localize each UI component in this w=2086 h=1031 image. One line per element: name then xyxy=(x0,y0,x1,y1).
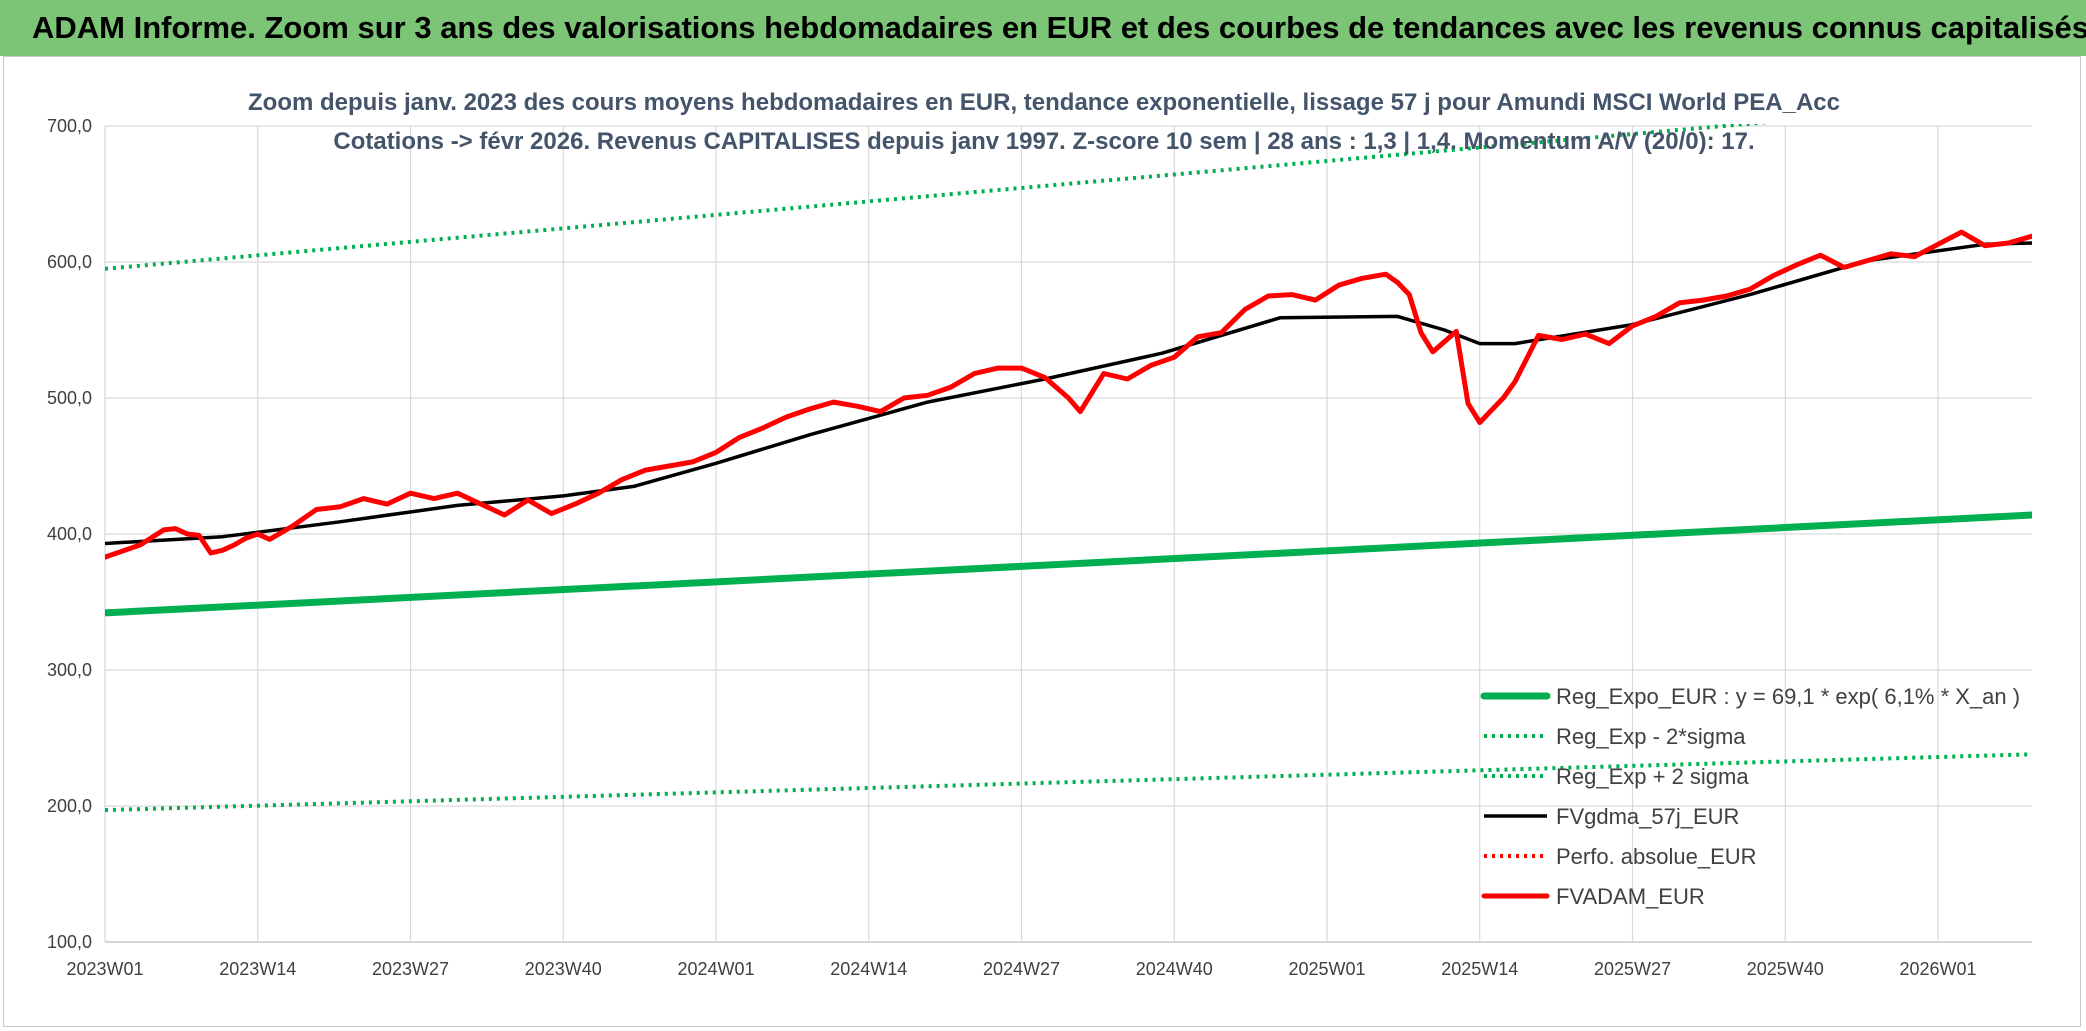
chart-frame: 100,0 200,0 300,0 400,0 500,0 600,0 700,0 2023… xyxy=(3,56,2081,1027)
series-line-fvgdma-57j-eur xyxy=(105,241,2032,546)
report-banner: ADAM Informe. Zoom sur 3 ans des valoris… xyxy=(0,0,2086,56)
y-tick-label: 500,0 xyxy=(47,388,92,408)
legend-label: Reg_Exp - 2*sigma xyxy=(1556,724,1746,749)
chart-title-line-1: Zoom depuis janv. 2023 des cours moyens … xyxy=(248,89,1840,116)
series-line-fvadam-eur xyxy=(105,229,2032,560)
series-clip-group xyxy=(105,124,2032,813)
y-tick-label: 700,0 xyxy=(47,116,92,136)
x-tick-label: 2025W40 xyxy=(1747,959,1824,979)
x-tick-label: 2023W01 xyxy=(66,959,143,979)
x-tick-label: 2024W14 xyxy=(830,959,907,979)
legend-label: FVgdma_57j_EUR xyxy=(1556,804,1739,829)
y-tick-label: 200,0 xyxy=(47,796,92,816)
x-tick-label: 2025W14 xyxy=(1441,959,1518,979)
x-tick-label: 2025W27 xyxy=(1594,959,1671,979)
chart-svg: 100,0 200,0 300,0 400,0 500,0 600,0 700,0 2023… xyxy=(47,89,2032,979)
legend-label: Reg_Exp + 2 sigma xyxy=(1556,764,1749,789)
chart-title-line-2: Cotations -> févr 2026. Revenus CAPITALI… xyxy=(333,128,1754,155)
x-tick-label: 2024W40 xyxy=(1136,959,1213,979)
y-tick-label: 100,0 xyxy=(47,932,92,952)
x-tick-label: 2026W01 xyxy=(1899,959,1976,979)
y-tick-label: 300,0 xyxy=(47,660,92,680)
y-axis: 100,0 200,0 300,0 400,0 500,0 600,0 700,0 xyxy=(47,116,92,952)
x-tick-label: 2024W01 xyxy=(677,959,754,979)
grid-lines xyxy=(104,125,2032,943)
x-tick-label: 2023W27 xyxy=(372,959,449,979)
legend-label: Perfo. absolue_EUR xyxy=(1556,844,1757,869)
series-layer xyxy=(105,124,2032,813)
y-tick-label: 600,0 xyxy=(47,252,92,272)
legend: Reg_Expo_EUR : y = 69,1 * exp( 6,1% * X_… xyxy=(1480,684,2020,909)
series-line-reg-exp xyxy=(105,752,2032,813)
x-tick-label: 2023W14 xyxy=(219,959,296,979)
legend-label: FVADAM_EUR xyxy=(1556,884,1705,909)
x-tick-label: 2023W40 xyxy=(525,959,602,979)
y-tick-label: 400,0 xyxy=(47,524,92,544)
series-line-reg-exp xyxy=(105,124,1770,271)
x-axis: 2023W01 2023W14 2023W27 2023W40 2024W01 2024W… xyxy=(66,959,1976,979)
x-tick-label: 2025W01 xyxy=(1288,959,1365,979)
x-tick-label: 2024W27 xyxy=(983,959,1060,979)
legend-label: Reg_Expo_EUR : y = 69,1 * exp( 6,1% * X_… xyxy=(1556,684,2020,709)
series-line-reg-expo-eur xyxy=(105,511,2032,617)
